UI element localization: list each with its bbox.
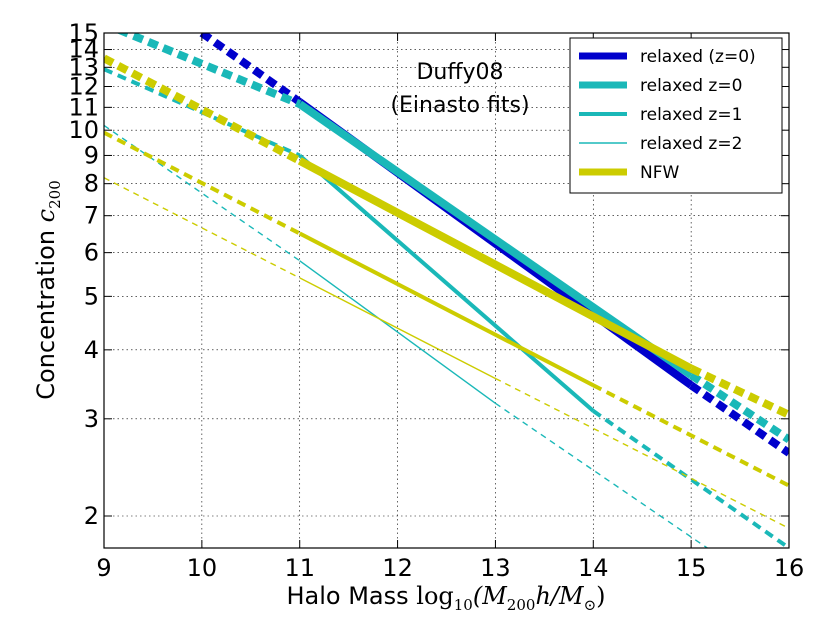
x-tick-label: 13 — [480, 554, 511, 582]
y-axis-label-sub: 200 — [46, 180, 64, 209]
series-nfw-z-1-extrap-high — [592, 383, 789, 488]
x-axis-label-expr-sub: 200 — [507, 596, 536, 614]
legend-label: relaxed z=1 — [640, 105, 742, 125]
series-layer — [104, 33, 789, 548]
legend-label: NFW — [640, 163, 679, 183]
series-relaxed-z-2-fit — [299, 260, 496, 404]
y-tick-label: 12 — [68, 72, 99, 100]
legend: relaxed (z=0) relaxed z=0 relaxed z=1 relax… — [569, 37, 783, 194]
legend-label: relaxed z=0 — [640, 76, 742, 96]
y-tick-label: 2 — [84, 502, 99, 530]
series-nfw-z-0-fit — [297, 157, 694, 373]
y-tick-label: 14 — [68, 36, 99, 64]
y-tick-label: 11 — [68, 93, 99, 121]
y-tick-label: 13 — [68, 53, 99, 81]
series-nfw-z-2-fit — [299, 277, 496, 380]
series-nfw-z-1-extrap-low — [104, 130, 301, 236]
y-tick-label: 15 — [68, 19, 99, 47]
series-relaxed-z-0--extrap-high — [688, 382, 789, 457]
y-tick-label: 9 — [84, 141, 99, 169]
series-relaxed-z-0-extrap-low — [116, 33, 302, 108]
x-tick-label: 16 — [774, 554, 805, 582]
x-tick-label: 14 — [578, 554, 609, 582]
x-tick-label: 10 — [187, 554, 218, 582]
x-axis-label-log-sub: 10 — [454, 596, 473, 614]
x-tick-label: 12 — [382, 554, 413, 582]
y-axis-label-text: Concentration — [32, 222, 60, 399]
x-axis-label-expr-post: ) — [596, 582, 605, 610]
annotation-line-1: Duffy08 — [416, 60, 503, 85]
x-axis-label-log: log — [416, 582, 454, 610]
annotation-line-2: (Einasto fits) — [390, 93, 529, 118]
plot-frame — [103, 32, 790, 549]
series-nfw-z-0-extrap-low — [104, 54, 302, 165]
y-tick-label: 4 — [84, 336, 99, 364]
x-tick-label: 9 — [96, 554, 111, 582]
x-axis-label-sun: ⊙ — [584, 596, 597, 614]
y-tick-label: 6 — [84, 239, 99, 267]
series-relaxed-z-1-fit — [298, 153, 595, 413]
series-relaxed-z-2-extrap-high — [495, 402, 709, 548]
series-nfw-z-1-fit — [298, 231, 595, 388]
series-relaxed-z-0-extrap-high — [688, 371, 789, 443]
x-axis-label-text: Halo Mass — [286, 582, 416, 610]
series-nfw-z-0-extrap-high — [689, 364, 789, 419]
y-axis-label: Concentration c200 — [32, 180, 64, 400]
series-relaxed-z-2-extrap-low — [104, 124, 301, 262]
x-tick-label: 11 — [284, 554, 315, 582]
legend-label: relaxed (z=0) — [640, 47, 756, 67]
series-relaxed-z-0--extrap-low — [199, 33, 303, 106]
y-tick-label: 3 — [84, 405, 99, 433]
y-tick-label: 10 — [68, 116, 99, 144]
x-tick-label: 15 — [676, 554, 707, 582]
legend-label: relaxed z=2 — [640, 134, 742, 154]
series-nfw-z-2-extrap-low — [104, 177, 301, 279]
y-tick-label: 7 — [84, 202, 99, 230]
x-axis-label-expr-pre: (M — [473, 582, 508, 610]
series-relaxed-z-1-extrap-low — [104, 67, 301, 158]
series-relaxed-z-1-extrap-high — [592, 409, 789, 548]
y-tick-label: 8 — [84, 170, 99, 198]
x-axis-label: Halo Mass log10(M200h/M⊙) — [286, 582, 605, 614]
y-axis-label-c: c — [32, 209, 60, 222]
y-tick-label: 5 — [84, 282, 99, 310]
x-axis-label-expr-mid: h/M — [535, 582, 585, 610]
